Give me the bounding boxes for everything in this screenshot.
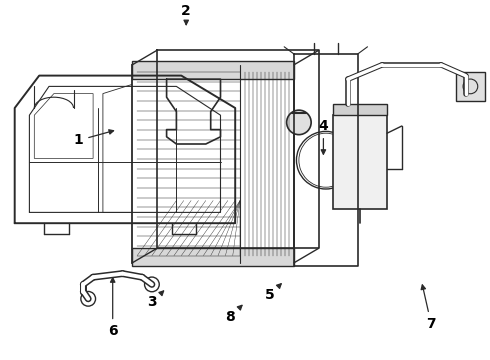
Polygon shape bbox=[181, 119, 216, 158]
Text: 5: 5 bbox=[265, 284, 281, 302]
Text: 2: 2 bbox=[181, 4, 191, 24]
Circle shape bbox=[81, 292, 96, 306]
Text: 6: 6 bbox=[108, 278, 118, 338]
Circle shape bbox=[145, 277, 159, 292]
Text: 3: 3 bbox=[147, 291, 164, 309]
Polygon shape bbox=[34, 94, 93, 158]
Circle shape bbox=[287, 110, 311, 135]
Polygon shape bbox=[132, 65, 294, 263]
Text: 7: 7 bbox=[421, 285, 436, 331]
Polygon shape bbox=[456, 72, 485, 101]
Polygon shape bbox=[333, 115, 387, 209]
Polygon shape bbox=[132, 248, 294, 266]
Text: 1: 1 bbox=[74, 130, 114, 147]
Polygon shape bbox=[132, 61, 294, 79]
Polygon shape bbox=[333, 104, 387, 115]
Polygon shape bbox=[103, 83, 172, 212]
Text: 4: 4 bbox=[318, 119, 328, 154]
Text: 8: 8 bbox=[225, 305, 242, 324]
